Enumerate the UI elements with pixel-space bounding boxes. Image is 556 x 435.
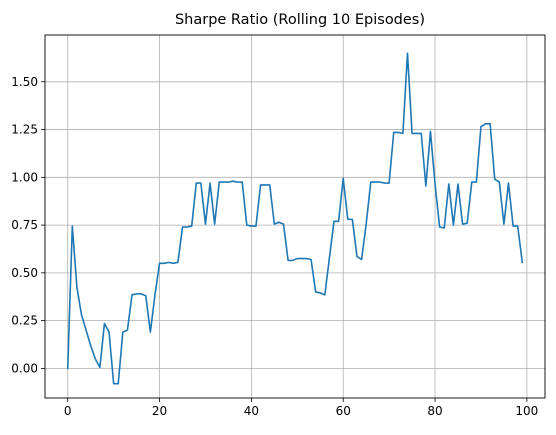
y-tick-label: 0.25 xyxy=(11,314,38,328)
x-axis-ticks: 0 20 40 60 80 100 xyxy=(64,398,538,418)
grid-lines xyxy=(45,35,545,398)
plot-frame xyxy=(44,34,546,399)
x-tick-label: 40 xyxy=(244,404,259,418)
y-tick-label: 1.00 xyxy=(11,170,38,184)
y-tick-label: 0.75 xyxy=(11,218,38,232)
y-tick-label: 1.25 xyxy=(11,123,38,137)
x-tick-label: 80 xyxy=(427,404,442,418)
sharpe-ratio-line xyxy=(66,52,524,385)
x-tick-label: 20 xyxy=(152,404,167,418)
y-tick-label: 1.50 xyxy=(11,75,38,89)
x-tick-label: 0 xyxy=(64,404,72,418)
x-tick-label: 100 xyxy=(515,404,538,418)
y-axis-ticks: 0.00 0.25 0.50 0.75 1.00 1.25 1.50 xyxy=(11,75,45,375)
y-tick-label: 0.00 xyxy=(11,361,38,375)
y-tick-label: 0.50 xyxy=(11,266,38,280)
series-layer xyxy=(66,52,524,385)
x-tick-label: 60 xyxy=(336,404,351,418)
chart-title: Sharpe Ratio (Rolling 10 Episodes) xyxy=(175,12,425,28)
